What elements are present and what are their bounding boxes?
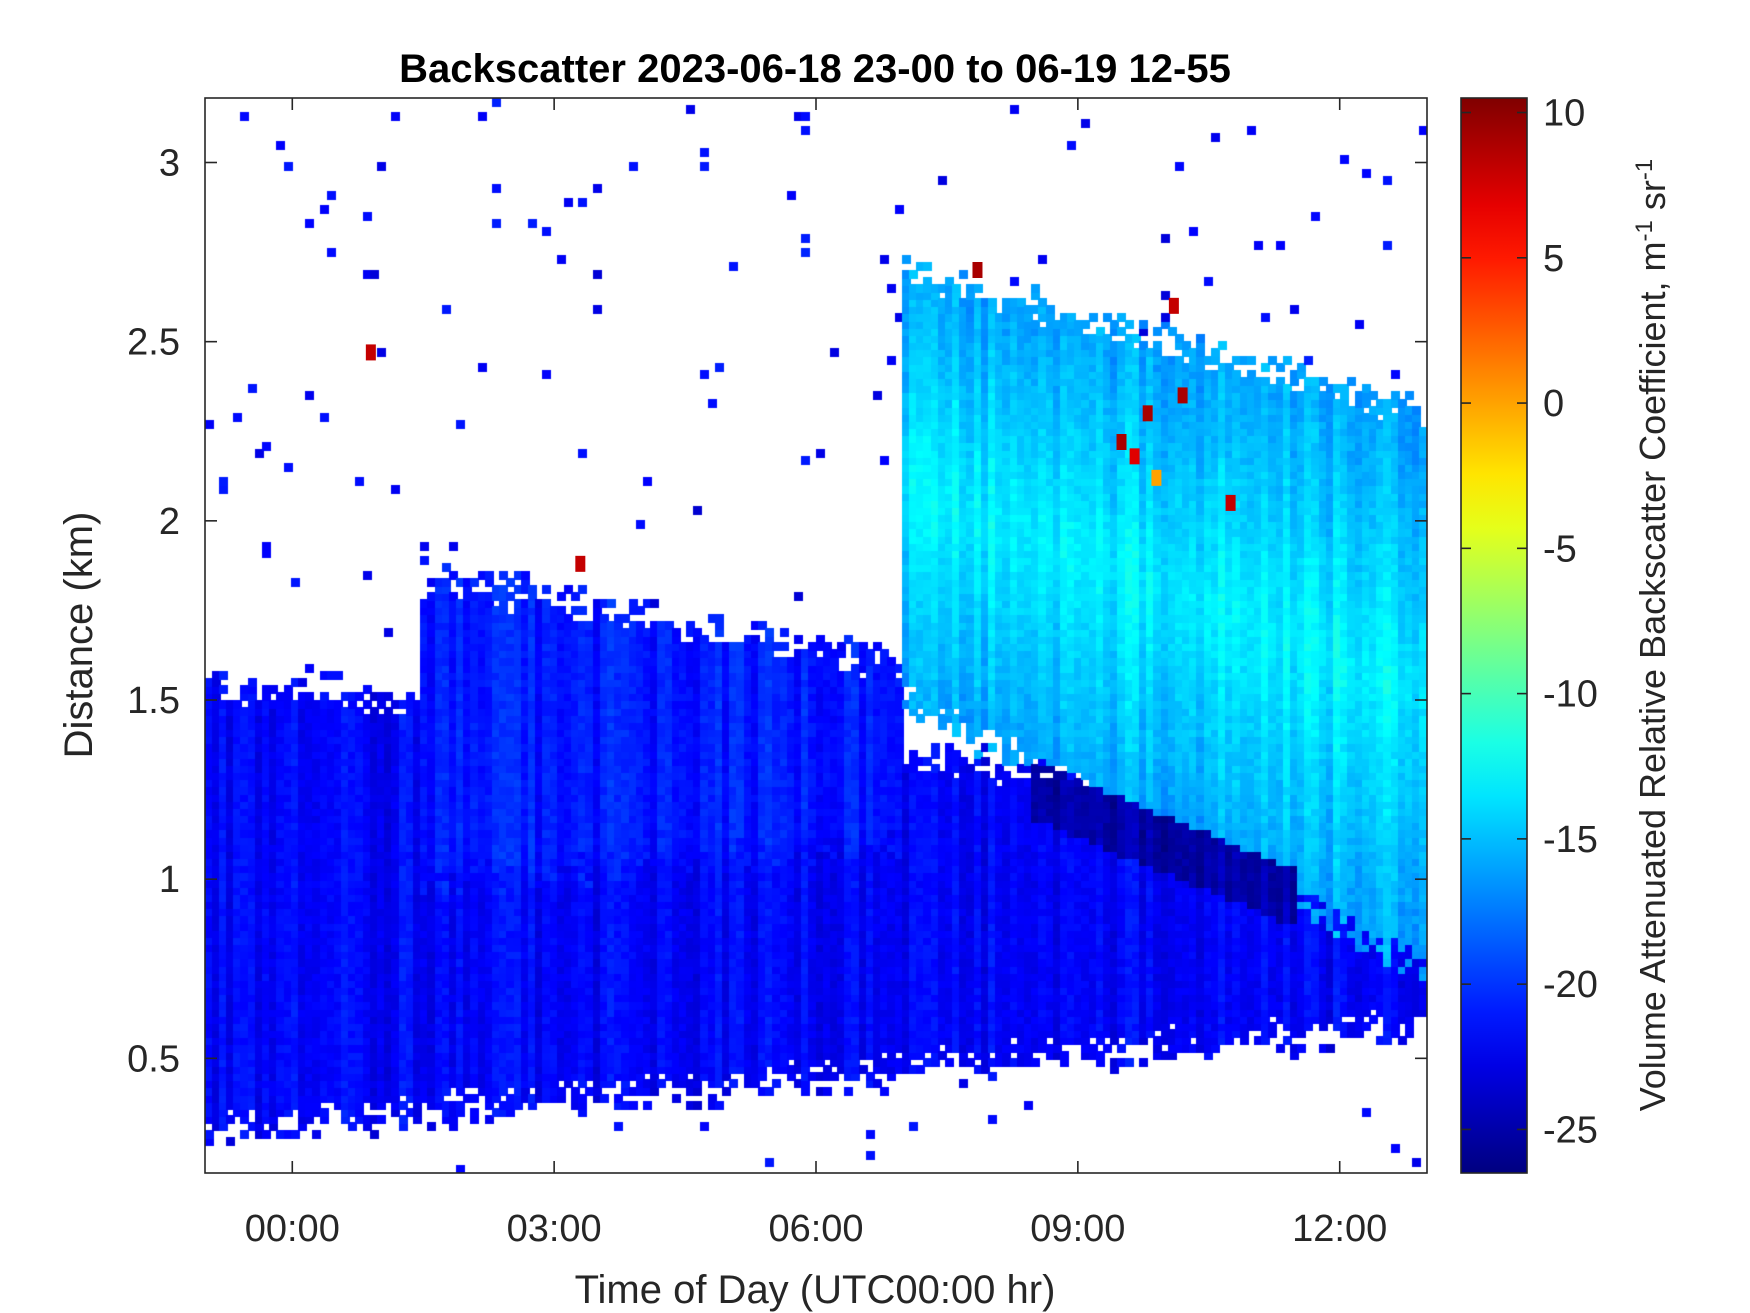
heatmap-field-container <box>205 98 1427 1173</box>
heatmap-plot-area <box>204 97 1428 1174</box>
x-axis-label: Time of Day (UTC00:00 hr) <box>575 1268 1056 1312</box>
colorbar-tick-label: 5 <box>1543 238 1564 280</box>
hotspot-layer <box>365 262 1236 572</box>
colorbar-tick-label: 0 <box>1543 383 1564 425</box>
y-tick-label: 2 <box>159 501 180 543</box>
hotspot-cell <box>1225 494 1236 511</box>
colorbar-tick-label: 10 <box>1543 93 1585 135</box>
y-tick-label: 2.5 <box>127 322 180 364</box>
y-axis: 0.5 1 1.5 2 2.5 3 <box>127 143 1427 1080</box>
chart-title: Backscatter 2023-06-18 23-00 to 06-19 12… <box>399 47 1231 91</box>
hotspot-cell <box>1116 434 1127 450</box>
hotspot-cell <box>972 262 983 278</box>
x-tick-label: 09:00 <box>1030 1208 1125 1250</box>
colorbar-frame <box>1460 97 1528 1174</box>
colorbar-label: Volume Attenuated Relative Backscatter C… <box>1631 159 1674 1112</box>
colorbar-ticks: 10 5 0 -5 -10 -15 -20 -25 <box>1461 93 1598 1151</box>
colorbar-gradient <box>1461 98 1527 1173</box>
hotspot-cell <box>1168 297 1179 314</box>
colorbar-tick-label: -10 <box>1543 674 1598 716</box>
colorbar-label-main: Volume Attenuated Relative Backscatter C… <box>1632 241 1673 1111</box>
y-axis-label: Distance (km) <box>57 512 101 759</box>
y-tick-label: 1.5 <box>127 680 180 722</box>
colorbar-label-mid: sr <box>1632 180 1673 220</box>
hotspot-cell <box>1151 469 1162 486</box>
colorbar-tick-label: -15 <box>1543 819 1598 861</box>
y-tick-label: 3 <box>159 143 180 185</box>
colorbar: 10 5 0 -5 -10 -15 -20 -25 Volume Attenuated Rel… <box>1460 93 1674 1174</box>
heatmap-field <box>205 98 1427 1173</box>
y-tick-label: 0.5 <box>127 1038 180 1080</box>
hotspot-cell <box>1142 405 1153 422</box>
colorbar-label-sup1: -1 <box>1631 220 1658 241</box>
x-tick-label: 12:00 <box>1292 1208 1387 1250</box>
x-tick-label: 00:00 <box>245 1208 340 1250</box>
hotspot-cell <box>1129 448 1140 465</box>
y-tick-label: 1 <box>159 859 180 901</box>
x-axis: 00:00 03:00 06:00 09:00 12:00 <box>245 98 1387 1250</box>
hotspot-cell <box>1177 387 1188 404</box>
hotspot-cell <box>365 344 376 361</box>
x-tick-label: 03:00 <box>507 1208 602 1250</box>
colorbar-label-sup2: -1 <box>1631 159 1658 180</box>
colorbar-tick-label: -5 <box>1543 528 1577 570</box>
hotspot-cell <box>575 555 586 572</box>
colorbar-tick-label: -25 <box>1543 1109 1598 1151</box>
x-tick-label: 06:00 <box>768 1208 863 1250</box>
colorbar-tick-label: -20 <box>1543 964 1598 1006</box>
